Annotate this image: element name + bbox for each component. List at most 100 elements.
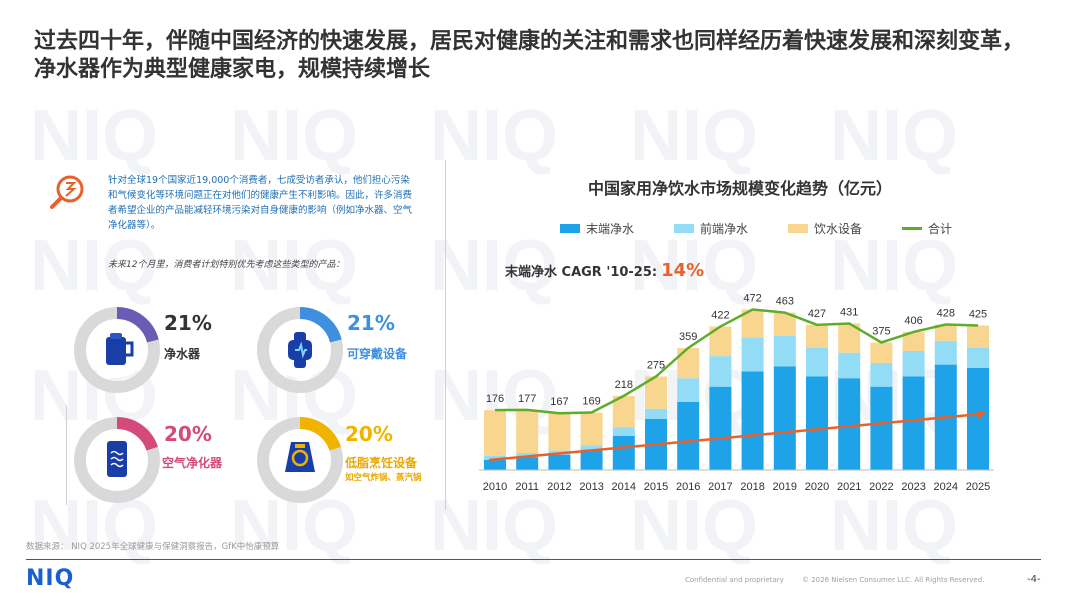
intro-text: 针对全球19个国家近19,000个消费者，七成受访者承认，他们担心污染和气候变化… xyxy=(108,175,413,231)
x-tick-label: 2020 xyxy=(805,481,829,493)
bar-末端净水-2020 xyxy=(806,376,828,470)
pct-water-purifier: 21% xyxy=(164,311,212,335)
page-title: 过去四十年，伴随中国经济的快速发展，居民对健康的关注和需求也同样经历着快速发展和… xyxy=(34,29,1025,82)
total-label: 422 xyxy=(711,310,729,322)
niq-logo: NIQ xyxy=(26,566,75,591)
bar-饮水设备-2025 xyxy=(967,325,989,348)
bar-末端净水-2021 xyxy=(838,378,861,470)
chart-title: 中国家用净饮水市场规模变化趋势（亿元） xyxy=(587,179,892,198)
x-tick-label: 2011 xyxy=(515,481,539,493)
bar-饮水设备-2020 xyxy=(806,324,828,348)
cagr-annotation: 末端净水 CAGR '10-25: 14% xyxy=(505,260,704,281)
cagr-label: 末端净水 CAGR '10-25: xyxy=(505,265,658,280)
pct-wearable: 21% xyxy=(347,311,395,335)
bar-饮水设备-2014 xyxy=(612,395,635,428)
total-label: 169 xyxy=(582,396,600,408)
bar-末端净水-2014 xyxy=(612,436,635,470)
bar-饮水设备-2023 xyxy=(902,331,925,351)
bar-前端净水-2015 xyxy=(645,408,667,419)
donut-air-purifier xyxy=(74,417,160,503)
watermark-text: NIQ xyxy=(230,96,358,176)
x-tick-label: 2024 xyxy=(934,481,958,493)
total-label: 425 xyxy=(969,309,987,321)
x-tick-label: 2012 xyxy=(547,481,571,493)
bar-饮水设备-2011 xyxy=(516,409,539,453)
total-label: 176 xyxy=(486,393,504,405)
bar-饮水设备-2022 xyxy=(870,342,893,363)
watermark-text: NIQ xyxy=(30,96,158,176)
x-tick-label: 2016 xyxy=(676,481,700,493)
bar-饮水设备-2017 xyxy=(709,326,732,357)
label-low-fat-cooker: 低脂烹饪设备 xyxy=(345,456,418,470)
bar-饮水设备-2012 xyxy=(548,413,571,451)
x-tick-label: 2023 xyxy=(901,481,925,493)
sub-low-fat-cooker: 如空气炸锅、蒸汽锅 xyxy=(345,473,422,483)
legend-item-dispenser: 饮水设备 xyxy=(788,220,862,237)
total-line xyxy=(494,308,979,415)
page-number: -4- xyxy=(1027,574,1041,585)
data-source: 数据来源： NIQ 2025年全球健康与保健洞察报告，GfK中怡康预算 xyxy=(26,542,280,552)
section-divider-small xyxy=(66,405,67,505)
x-tick-label: 2021 xyxy=(837,481,861,493)
bar-饮水设备-2010 xyxy=(484,410,506,456)
cagr-trend-arrow xyxy=(488,412,983,462)
cagr-value: 14% xyxy=(661,260,705,281)
total-label: 218 xyxy=(615,379,633,391)
x-tick-label: 2025 xyxy=(966,481,990,493)
bar-末端净水-2013 xyxy=(580,449,603,470)
chart-legend: 末端净水 前端净水 饮水设备 合计 xyxy=(560,220,952,237)
x-tick-label: 2014 xyxy=(612,481,636,493)
donut-low-fat-cooker xyxy=(257,417,343,503)
x-tick-label: 2022 xyxy=(869,481,893,493)
bar-前端净水-2022 xyxy=(870,362,893,387)
total-label: 375 xyxy=(872,326,890,338)
survey-question: 未来12个月里，消费者计划特别优先考虑这些类型的产品： xyxy=(108,260,345,270)
total-label: 359 xyxy=(679,331,697,343)
bar-前端净水-2025 xyxy=(967,347,989,368)
total-label: 463 xyxy=(776,296,794,308)
total-label: 472 xyxy=(743,293,761,305)
bar-前端净水-2011 xyxy=(516,453,539,458)
total-label: 428 xyxy=(937,307,955,319)
bar-前端净水-2010 xyxy=(484,455,506,460)
footer-divider xyxy=(26,559,1041,560)
legend-item-total: 合计 xyxy=(902,220,952,237)
total-label: 406 xyxy=(904,315,922,327)
bar-末端净水-2025 xyxy=(967,368,989,470)
legend-item-front: 前端净水 xyxy=(674,220,748,237)
total-label: 427 xyxy=(808,308,826,320)
smartwatch-icon xyxy=(288,332,312,368)
bar-末端净水-2010 xyxy=(484,459,506,470)
bar-前端净水-2019 xyxy=(773,335,796,367)
bar-前端净水-2020 xyxy=(806,347,828,377)
x-tick-label: 2018 xyxy=(740,481,764,493)
bar-饮水设备-2021 xyxy=(838,323,861,353)
legend-item-terminal: 末端净水 xyxy=(560,220,634,237)
x-tick-label: 2015 xyxy=(644,481,668,493)
total-label: 177 xyxy=(518,393,536,405)
bar-末端净水-2018 xyxy=(741,371,764,470)
bar-末端净水-2022 xyxy=(870,386,893,470)
bar-末端净水-2019 xyxy=(773,366,796,470)
pct-air-purifier: 20% xyxy=(164,422,212,446)
copyright: © 2026 Nielsen Consumer LLC. All Rights … xyxy=(802,576,985,584)
market-size-chart: 2010 2011 2012 2013 2014 2015 2016 2017 2018 2019… xyxy=(479,293,994,493)
label-wearable: 可穿戴设备 xyxy=(347,347,408,361)
air-fryer-icon xyxy=(285,442,315,472)
pct-low-fat-cooker: 20% xyxy=(345,422,393,446)
bar-末端净水-2016 xyxy=(677,402,700,470)
bar-饮水设备-2013 xyxy=(580,412,603,446)
watermark-text: NIQ xyxy=(830,96,958,176)
bar-前端净水-2021 xyxy=(838,352,861,379)
bar-末端净水-2012 xyxy=(548,454,571,470)
bar-前端净水-2023 xyxy=(902,351,925,377)
total-label: 431 xyxy=(840,306,858,318)
bar-饮水设备-2024 xyxy=(934,324,957,341)
bar-饮水设备-2018 xyxy=(741,309,764,338)
donut-wearable xyxy=(257,307,343,393)
bar-前端净水-2014 xyxy=(612,427,635,436)
bar-前端净水-2018 xyxy=(741,337,764,372)
x-tick-label: 2017 xyxy=(708,481,732,493)
bar-饮水设备-2019 xyxy=(773,312,796,336)
donut-water-purifier xyxy=(74,307,160,393)
